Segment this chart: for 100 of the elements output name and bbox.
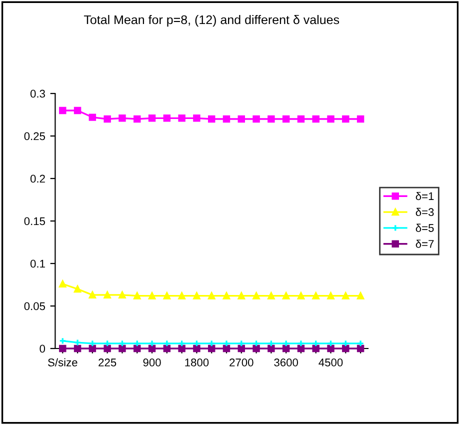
point [268,292,275,300]
x-tick-label: 4500 [318,358,343,366]
point [297,340,305,348]
point [268,115,275,123]
point [74,106,82,114]
point [222,344,230,352]
point [193,292,200,300]
point [88,344,96,352]
point [178,292,186,300]
point [148,292,156,300]
point [208,292,216,300]
point [104,344,111,352]
y-tick-label: 0 [40,344,46,353]
y-tick-label: 0.05 [24,302,46,310]
point [312,340,320,348]
point [342,344,350,352]
point [178,114,186,122]
x-tick-label: 3600 [274,358,298,366]
point [118,340,126,348]
point [208,340,216,348]
point [252,292,260,300]
point [327,340,334,348]
legend-label: δ=1 [416,192,434,200]
point [163,114,171,122]
point [327,292,334,300]
x-tick-label: 225 [98,358,116,366]
point [222,340,230,348]
point [252,340,260,348]
point [134,344,141,352]
point [208,344,216,352]
point [252,115,260,123]
point [312,344,320,352]
point [297,344,305,352]
x-tick-label: 1800 [185,358,209,366]
chart-title: Total Mean for p=8, (12) and different δ values [84,14,340,27]
y-tick-label: 0.25 [24,132,46,140]
point [342,292,350,300]
point [163,292,171,300]
point [178,340,186,348]
point [134,292,141,300]
point [238,115,246,123]
point [282,344,290,352]
point [59,106,66,114]
point [268,340,275,348]
point [148,340,156,348]
point [252,344,260,352]
x-tick-label: S/size [48,358,78,366]
point [74,285,82,293]
point [282,340,290,348]
y-tick-label: 0.2 [30,174,45,183]
point [356,292,364,300]
point [163,344,171,352]
legend-label: δ=5 [416,224,434,232]
point [356,115,364,123]
point [238,344,246,352]
point [118,114,126,122]
point [193,344,200,352]
y-tick-label: 0.1 [30,260,45,268]
point [74,344,82,352]
point [59,280,66,288]
point [193,340,200,348]
point [222,115,230,123]
point [88,291,96,299]
y-tick-label: 0.3 [30,90,45,98]
point [163,340,171,348]
point [104,115,111,123]
point [74,338,82,346]
point [238,292,246,300]
point [342,115,350,123]
x-tick-label: 2700 [230,358,254,366]
y-tick-label: 0.15 [24,217,46,226]
point [238,340,246,348]
point [118,344,126,352]
point [356,344,364,352]
point [193,114,200,122]
legend-label: δ=7 [416,240,434,248]
point [134,340,141,348]
legend-label: δ=3 [416,208,434,216]
point [88,114,96,121]
point [148,344,156,352]
point [104,340,111,348]
point [222,292,230,300]
point [148,114,156,122]
point [178,344,186,352]
point [134,115,141,123]
x-tick-label: 900 [143,358,161,366]
point [118,291,126,299]
point [88,340,96,348]
point [312,292,320,300]
point [59,344,66,352]
point [327,115,334,123]
point [208,115,216,123]
point [297,115,305,123]
point [327,344,334,352]
point [342,340,350,348]
point [297,292,305,300]
point [268,344,275,352]
point [312,115,320,123]
point [282,115,290,123]
point [104,291,111,299]
